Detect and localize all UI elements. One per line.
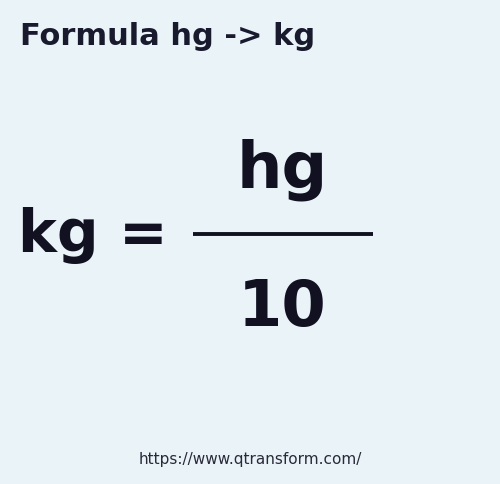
- Text: kg =: kg =: [18, 206, 168, 263]
- Text: hg: hg: [237, 138, 328, 200]
- Text: 10: 10: [238, 276, 327, 338]
- Text: Formula hg -> kg: Formula hg -> kg: [20, 22, 315, 51]
- Text: https://www.qtransform.com/: https://www.qtransform.com/: [138, 451, 362, 466]
